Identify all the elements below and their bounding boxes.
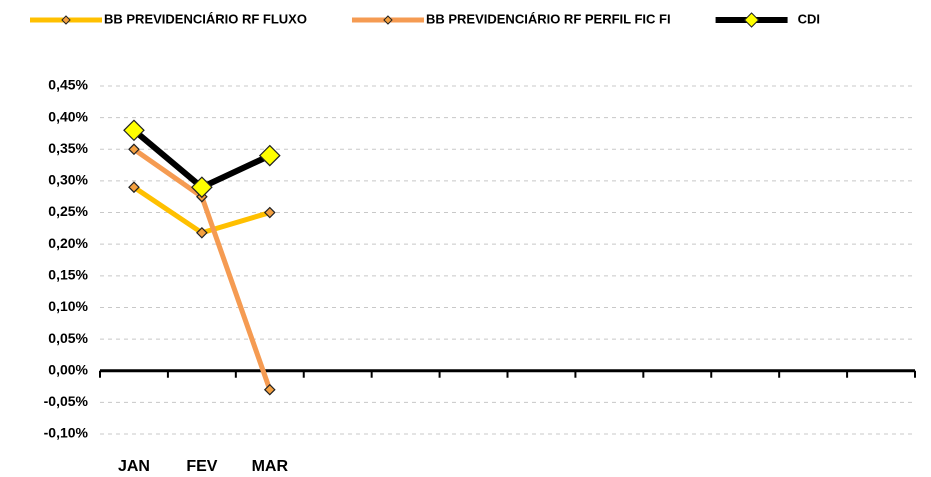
legend-marker — [383, 15, 393, 25]
marker — [191, 176, 213, 199]
y-tick-label: 0,25% — [48, 203, 88, 219]
x-tick-label: FEV — [186, 458, 217, 475]
legend-marker — [61, 15, 71, 25]
x-tick-label: MAR — [252, 458, 289, 475]
marker — [263, 206, 276, 219]
y-tick-label: 0,20% — [48, 235, 88, 251]
marker — [263, 383, 276, 396]
y-tick-label: 0,10% — [48, 298, 88, 314]
x-tick-label: JAN — [118, 458, 150, 475]
y-tick-label: 0,00% — [48, 361, 88, 377]
legend-label: BB PREVIDENCIÁRIO RF FLUXO — [104, 11, 307, 26]
marker — [258, 144, 281, 167]
y-tick-label: 0,30% — [48, 172, 88, 188]
marker — [123, 119, 145, 142]
y-tick-label: 0,05% — [48, 330, 88, 346]
y-tick-label: 0,15% — [48, 267, 88, 283]
marker — [128, 181, 140, 194]
legend-marker — [743, 12, 760, 28]
y-tick-label: -0,05% — [44, 393, 89, 409]
marker — [196, 226, 208, 239]
y-tick-label: 0,45% — [48, 77, 88, 93]
marker — [128, 143, 140, 156]
y-tick-label: 0,35% — [48, 140, 88, 156]
legend-label: CDI — [798, 11, 820, 26]
y-tick-label: -0,10% — [44, 425, 89, 441]
y-tick-label: 0,40% — [48, 108, 88, 124]
legend-label: BB PREVIDENCIÁRIO RF PERFIL FIC FI — [426, 11, 671, 26]
